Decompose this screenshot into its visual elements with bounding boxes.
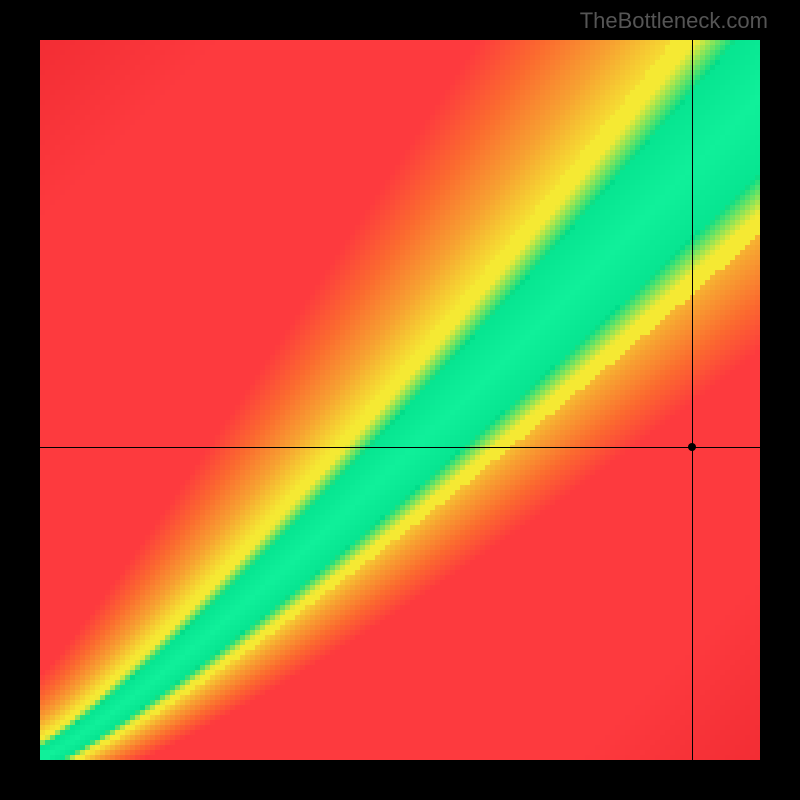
bottleneck-heatmap bbox=[40, 40, 760, 760]
watermark-text: TheBottleneck.com bbox=[580, 8, 768, 34]
crosshair-marker bbox=[688, 443, 696, 451]
crosshair-horizontal bbox=[40, 447, 760, 448]
crosshair-vertical bbox=[692, 40, 693, 760]
plot-area bbox=[40, 40, 760, 760]
